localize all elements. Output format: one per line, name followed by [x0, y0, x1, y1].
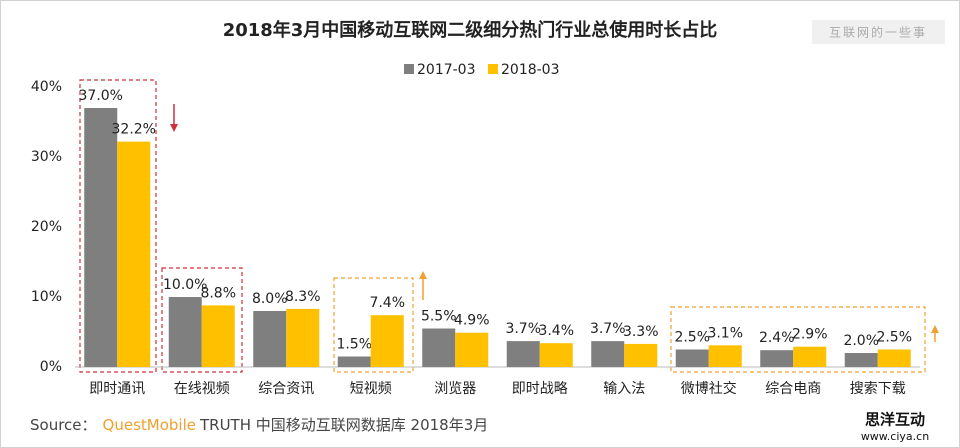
x-tick-label: 综合电商 [765, 381, 821, 397]
watermark-bg [812, 20, 945, 44]
bar [760, 350, 794, 367]
value-label: 2.0% [843, 333, 879, 349]
legend-label: 2018-03 [501, 62, 560, 78]
bar [708, 345, 742, 367]
bar [370, 315, 404, 367]
value-label: 3.7% [505, 321, 541, 337]
bar [624, 343, 658, 367]
x-tick-label: 即时通讯 [89, 381, 145, 397]
source-text: TRUTH 中国移动互联网数据库 2018年3月 [199, 416, 488, 434]
value-label: 8.0% [252, 291, 288, 307]
y-tick-label: 0% [40, 359, 62, 375]
bar [337, 356, 371, 367]
bar [286, 308, 320, 367]
logo-url: www.ciya.cn [861, 430, 929, 443]
value-label: 3.3% [623, 324, 659, 340]
arrow-up [931, 325, 939, 342]
value-label: 2.9% [792, 327, 828, 343]
highlight-box [670, 306, 926, 373]
source-brand: QuestMobile [103, 416, 196, 434]
x-tick-label: 短视频 [350, 381, 392, 397]
legend-label: 2017-03 [417, 62, 476, 78]
bar [422, 328, 456, 367]
bar [793, 346, 827, 367]
x-tick-label: 在线视频 [174, 381, 230, 397]
value-label: 8.8% [200, 285, 236, 301]
value-label: 2.5% [674, 330, 710, 346]
legend-swatch [404, 64, 414, 74]
logo-name: 思洋互动 [865, 411, 925, 429]
bar [201, 305, 235, 367]
y-tick-label: 20% [31, 219, 62, 235]
y-tick-label: 10% [31, 289, 62, 305]
highlight-box [333, 277, 414, 373]
x-tick-label: 输入法 [603, 381, 645, 397]
bar [844, 353, 878, 367]
value-label: 2.4% [759, 330, 795, 346]
bar [506, 341, 540, 367]
bar [539, 343, 573, 367]
bar [455, 332, 489, 367]
value-label: 5.5% [421, 309, 457, 325]
bar [591, 341, 625, 367]
value-label: 4.9% [454, 313, 490, 329]
value-label: 32.2% [112, 122, 156, 138]
x-tick-label: 浏览器 [434, 381, 476, 397]
y-tick-label: 30% [31, 149, 62, 165]
value-label: 3.1% [707, 325, 743, 341]
highlight-box [79, 79, 157, 373]
value-label: 7.4% [369, 295, 405, 311]
legend-swatch [488, 64, 498, 74]
bar [117, 141, 151, 367]
value-label: 10.0% [163, 277, 207, 293]
bar [675, 349, 709, 367]
chart-title: 2018年3月中国移动互联网二级细分热门行业总使用时长占比 [223, 19, 718, 41]
value-label: 2.5% [876, 330, 912, 346]
watermark: 互联网的一些事 [829, 25, 927, 40]
source: Source： QuestMobile TRUTH 中国移动互联网数据库 2018年… [30, 416, 488, 434]
bar [253, 311, 287, 367]
x-tick-label: 即时战略 [512, 381, 568, 397]
value-label: 8.3% [285, 289, 321, 305]
value-label: 1.5% [336, 337, 372, 353]
x-tick-label: 微博社交 [681, 380, 737, 397]
arrow-up [419, 271, 427, 300]
highlight-box [161, 267, 243, 373]
source-label: Source： [30, 416, 97, 434]
x-tick-label: 搜索下载 [850, 380, 906, 397]
value-label: 37.0% [79, 88, 123, 104]
value-label: 3.7% [590, 321, 626, 337]
bar [84, 108, 118, 367]
bar [877, 349, 911, 367]
x-tick-label: 综合资讯 [258, 381, 314, 397]
bar [168, 297, 202, 367]
value-label: 3.4% [538, 323, 574, 339]
y-tick-label: 40% [31, 79, 62, 95]
arrow-down [170, 104, 178, 132]
